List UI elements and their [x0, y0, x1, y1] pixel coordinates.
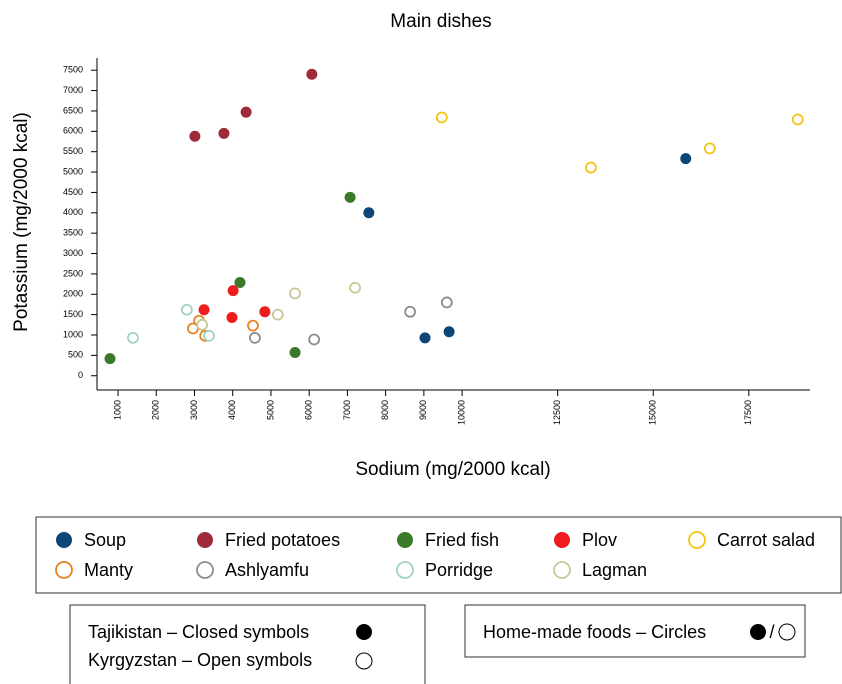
- point: [308, 333, 321, 346]
- y-tick-label: 2000: [63, 289, 83, 299]
- point: [259, 306, 271, 318]
- x-tick-label: 1000: [112, 400, 122, 420]
- point: [247, 319, 259, 332]
- point: [440, 296, 453, 309]
- point: [404, 305, 417, 318]
- legend-marker: [397, 532, 413, 548]
- point: [289, 347, 301, 359]
- y-tick-label: 7500: [63, 65, 83, 75]
- point: [289, 287, 301, 300]
- x-tick-label: 15000: [648, 400, 658, 425]
- legend-label: Lagman: [582, 560, 647, 580]
- x-tick-label: 10000: [456, 400, 466, 425]
- legend-marker: [553, 561, 571, 579]
- legend-marker: [56, 532, 72, 548]
- point: [363, 207, 375, 219]
- y-tick-label: 7000: [63, 85, 83, 95]
- note-separator: /: [769, 622, 774, 642]
- closed-symbol: [356, 624, 372, 640]
- legend-marker: [197, 532, 213, 548]
- chart-title: Main dishes: [390, 11, 491, 32]
- x-tick-label: 17500: [743, 400, 753, 425]
- x-tick-label: 9000: [418, 400, 428, 420]
- point: [127, 331, 139, 344]
- x-tick-label: 5000: [265, 400, 275, 420]
- note-box: [69, 604, 426, 684]
- x-tick-label: 7000: [342, 400, 352, 420]
- point: [203, 329, 215, 342]
- y-tick-label: 3500: [63, 228, 83, 238]
- y-tick-label: 6500: [63, 105, 83, 115]
- point: [585, 161, 597, 174]
- y-tick-label: 5500: [63, 146, 83, 156]
- y-tick-label: 1000: [63, 329, 83, 339]
- open-symbol: [355, 652, 373, 670]
- y-axis-label: Potassium (mg/2000 kcal): [11, 112, 32, 332]
- x-tick-label: 12500: [552, 400, 562, 425]
- point: [226, 311, 238, 323]
- point: [104, 353, 116, 365]
- point: [196, 318, 209, 331]
- y-tick-label: 3000: [63, 248, 83, 258]
- legend-label: Fried potatoes: [225, 530, 340, 550]
- y-tick-label: 500: [68, 350, 83, 360]
- point: [248, 331, 261, 344]
- legend-label: Porridge: [425, 560, 493, 580]
- point: [218, 127, 230, 139]
- x-tick-label: 4000: [227, 400, 237, 420]
- point: [349, 281, 361, 294]
- y-tick-label: 0: [78, 370, 83, 380]
- open-symbol: [778, 623, 796, 641]
- legend-label: Manty: [84, 560, 133, 580]
- x-axis-label: Sodium (mg/2000 kcal): [355, 459, 550, 480]
- point: [791, 113, 804, 126]
- note-closed: Tajikistan – Closed symbols: [88, 622, 309, 642]
- point: [240, 106, 252, 118]
- y-tick-label: 6000: [63, 126, 83, 136]
- note-open: Kyrgyzstan – Open symbols: [88, 650, 312, 670]
- legend-marker: [688, 531, 706, 549]
- y-tick-label: 2500: [63, 268, 83, 278]
- point: [271, 308, 284, 321]
- note-box: [464, 604, 806, 658]
- point: [180, 303, 193, 316]
- point: [680, 153, 692, 165]
- note-circles: Home-made foods – Circles: [483, 622, 706, 642]
- legend-marker: [196, 561, 214, 579]
- closed-symbol: [750, 624, 766, 640]
- legend-label: Soup: [84, 530, 126, 550]
- point: [344, 191, 356, 203]
- legend-box: [35, 516, 842, 594]
- legend-label: Plov: [582, 530, 617, 550]
- point: [306, 68, 318, 80]
- legend-marker: [554, 532, 570, 548]
- legend-marker: [396, 561, 414, 579]
- x-tick-label: 2000: [151, 400, 161, 420]
- point: [198, 304, 210, 316]
- point: [234, 276, 246, 288]
- x-tick-label: 6000: [304, 400, 314, 420]
- legend-label: Carrot salad: [717, 530, 815, 550]
- y-tick-label: 5000: [63, 166, 83, 176]
- point: [419, 332, 431, 344]
- x-tick-label: 3000: [189, 400, 199, 420]
- legend-label: Fried fish: [425, 530, 499, 550]
- y-tick-label: 4500: [63, 187, 83, 197]
- point: [189, 130, 201, 142]
- legend-marker: [55, 561, 73, 579]
- point: [443, 326, 455, 338]
- x-tick-label: 8000: [380, 400, 390, 420]
- point: [227, 285, 239, 297]
- point: [703, 142, 716, 155]
- y-tick-label: 4000: [63, 207, 83, 217]
- legend-label: Ashlyamfu: [225, 560, 309, 580]
- y-tick-label: 1500: [63, 309, 83, 319]
- point: [435, 111, 448, 124]
